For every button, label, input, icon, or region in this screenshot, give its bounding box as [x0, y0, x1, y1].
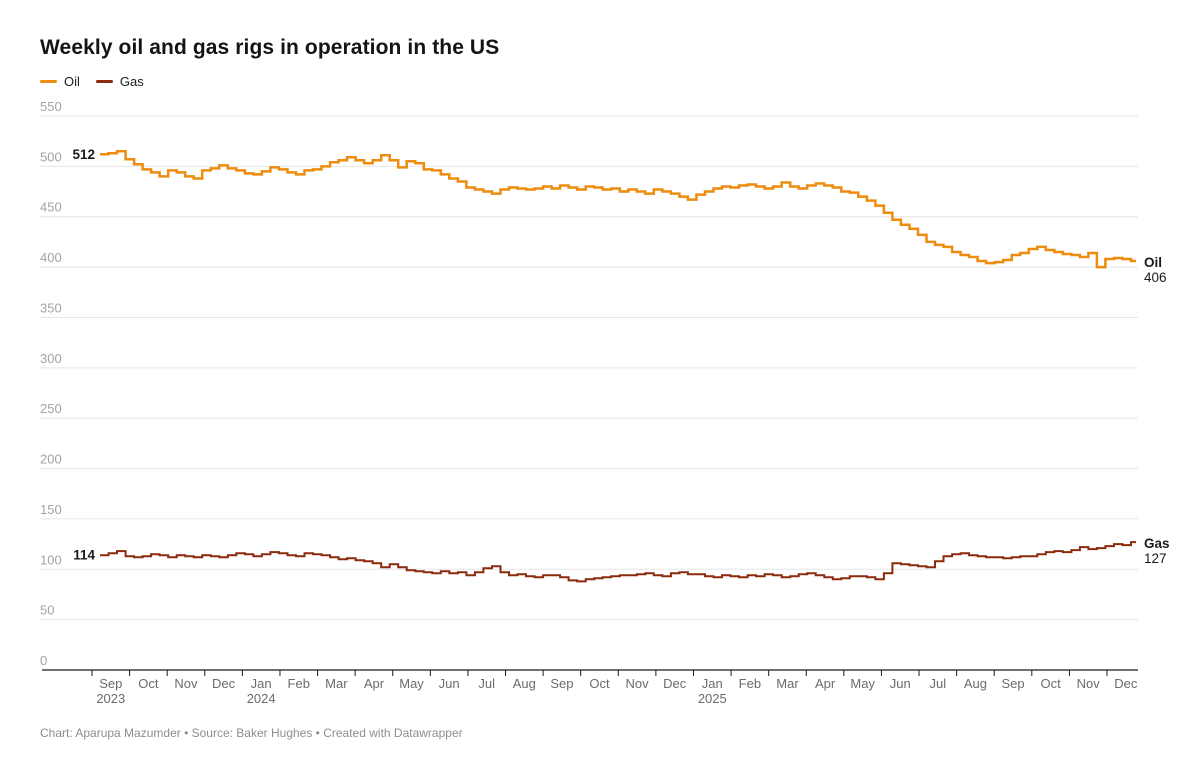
x-tick-label: May: [850, 676, 875, 691]
legend-label-oil: Oil: [64, 74, 80, 89]
x-tick-label: Feb: [739, 676, 761, 691]
oil-end-value-label: 406: [1144, 270, 1167, 285]
y-tick-label: 250: [40, 401, 62, 416]
x-year-label: 2024: [247, 691, 276, 706]
x-tick-label: Apr: [364, 676, 385, 691]
x-tick-label: Sep: [1001, 676, 1024, 691]
y-tick-label: 200: [40, 452, 62, 467]
x-tick-label: Jun: [439, 676, 460, 691]
oil-line-series: [100, 150, 1136, 269]
x-tick-label: Jul: [930, 676, 947, 691]
y-tick-label: 550: [40, 99, 62, 114]
x-tick-label: Aug: [964, 676, 987, 691]
gas-end-name-label: Gas: [1144, 536, 1170, 551]
x-tick-label: Nov: [1077, 676, 1101, 691]
gas-line-series: [100, 541, 1136, 583]
x-tick-label: Mar: [325, 676, 348, 691]
y-tick-label: 0: [40, 653, 47, 668]
x-tick-label: Feb: [288, 676, 310, 691]
gas-line-swatch-icon: [95, 80, 113, 83]
x-tick-label: Dec: [212, 676, 236, 691]
x-tick-label: Nov: [626, 676, 650, 691]
y-tick-label: 400: [40, 250, 62, 265]
legend-item-oil: Oil: [40, 74, 80, 89]
x-tick-label: Dec: [663, 676, 687, 691]
chart-byline: Chart: Aparupa Mazumder • Source: Baker …: [40, 726, 463, 740]
y-tick-label: 300: [40, 351, 62, 366]
x-tick-label: Aug: [513, 676, 536, 691]
legend: Oil Gas: [40, 74, 144, 89]
x-tick-label: Jan: [702, 676, 723, 691]
y-tick-label: 450: [40, 200, 62, 215]
x-tick-label: Oct: [1040, 676, 1061, 691]
x-tick-label: Oct: [138, 676, 159, 691]
chart-title: Weekly oil and gas rigs in operation in …: [40, 36, 500, 59]
x-tick-label: Dec: [1114, 676, 1138, 691]
x-tick-label: Sep: [550, 676, 573, 691]
x-tick-label: May: [399, 676, 424, 691]
x-year-label: 2025: [698, 691, 727, 706]
x-tick-label: Jan: [251, 676, 272, 691]
oil-line-swatch-icon: [40, 80, 57, 83]
x-tick-label: Jul: [478, 676, 495, 691]
x-tick-label: Oct: [589, 676, 610, 691]
x-tick-label: Mar: [776, 676, 799, 691]
y-tick-label: 350: [40, 300, 62, 315]
legend-label-gas: Gas: [119, 74, 144, 89]
oil-start-value-label: 512: [72, 147, 95, 162]
y-tick-label: 150: [40, 502, 62, 517]
x-tick-label: Jun: [890, 676, 911, 691]
gas-start-value-label: 114: [73, 548, 95, 563]
oil-end-name-label: Oil: [1144, 255, 1162, 270]
legend-item-gas: Gas: [95, 74, 144, 89]
y-tick-label: 50: [40, 603, 54, 618]
y-tick-label: 500: [40, 149, 62, 164]
x-tick-label: Nov: [174, 676, 198, 691]
x-year-label: 2023: [96, 691, 125, 706]
gas-end-value-label: 127: [1144, 551, 1167, 566]
x-tick-label: Apr: [815, 676, 836, 691]
y-tick-label: 100: [40, 552, 62, 567]
x-tick-label: Sep: [99, 676, 122, 691]
